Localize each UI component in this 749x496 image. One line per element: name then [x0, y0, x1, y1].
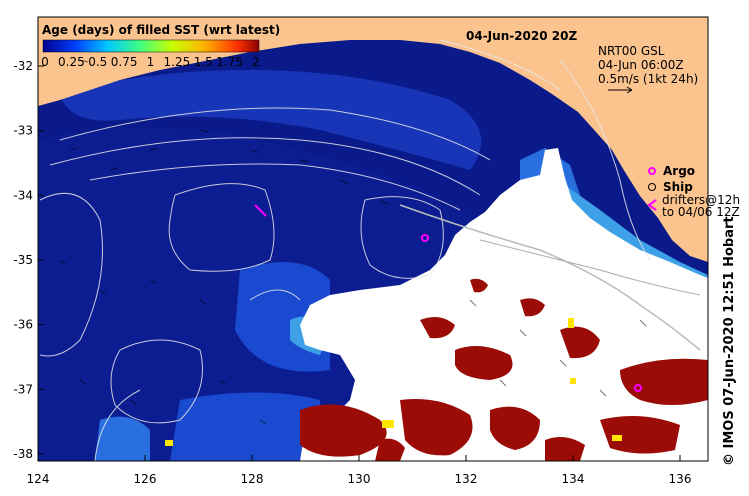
map-frame — [37, 16, 709, 462]
old-sst-patches — [300, 278, 708, 461]
colorbar-tick-label: 1 — [147, 55, 155, 69]
legend-argo: Argo — [663, 164, 695, 178]
colorbar-tick-label: 1.25 — [164, 55, 191, 69]
colorbar-tick-label: 0 — [41, 55, 49, 69]
legend-drifters-line1: drifters@12h — [662, 193, 740, 207]
colorbar-tick-label: 1.5 — [194, 55, 213, 69]
longitude-axis: 124 126 128 130 132 134 136 — [27, 455, 692, 486]
colorbar-tick-labels: 0 0.25 0.5 0.75 1 1.25 1.5 1.75 2 — [41, 55, 260, 69]
latitude-axis: -32 -33 -34 -35 -36 -37 -38 — [13, 59, 44, 461]
lon-tick-label: 124 — [27, 472, 50, 486]
lon-tick-label: 130 — [348, 472, 371, 486]
ssh-contours — [39, 39, 651, 461]
lon-tick-label: 136 — [669, 472, 692, 486]
lat-tick-label: -37 — [13, 382, 33, 396]
argo-legend-symbol — [648, 167, 656, 175]
ship-track — [399, 204, 701, 351]
current-ref-line3: 0.5m/s (1kt 24h) — [598, 72, 698, 86]
colorbar-tick-label: 0.25 — [58, 55, 85, 69]
colorbar — [42, 39, 260, 53]
lat-tick-label: -38 — [13, 447, 33, 461]
lat-tick-label: -36 — [13, 318, 33, 332]
current-ref-line2: 04-Jun 06:00Z — [598, 58, 684, 72]
lat-tick-label: -35 — [13, 253, 33, 267]
drifter-track — [254, 204, 267, 217]
current-arrows — [59, 47, 647, 425]
imos-credit: © IMOS 07-Jun-2020 12:51 Hobart — [722, 216, 737, 466]
lon-tick-label: 128 — [241, 472, 264, 486]
colorbar-tick-label: 0.75 — [111, 55, 138, 69]
australia-landmass — [38, 17, 708, 262]
cloud-mask — [300, 148, 708, 461]
shelf-water-patch — [60, 70, 482, 170]
legend: Argo Ship drifters@12h to 04/06 12Z — [647, 164, 740, 219]
legend-ship: Ship — [663, 180, 693, 194]
argo-float-marker — [634, 384, 642, 392]
lon-tick-label: 126 — [134, 472, 157, 486]
lat-tick-label: -32 — [13, 59, 33, 73]
lon-tick-label: 132 — [455, 472, 478, 486]
lat-tick-label: -34 — [13, 188, 33, 202]
colorbar-title: Age (days) of filled SST (wrt latest) — [42, 23, 280, 37]
lon-tick-label: 134 — [562, 472, 585, 486]
argo-float-marker — [421, 234, 429, 242]
ship-legend-symbol — [648, 183, 656, 191]
current-scale-arrow — [608, 86, 633, 94]
legend-drifters-line2: to 04/06 12Z — [662, 205, 740, 219]
drifter-legend-symbol — [647, 199, 657, 211]
current-ref-line1: NRT00 GSL — [598, 44, 665, 58]
colorbar-tick-label: 0.5 — [88, 55, 107, 69]
colorbar-tick-label: 1.75 — [216, 55, 243, 69]
date-label: 04-Jun-2020 20Z — [466, 29, 577, 43]
colorbar-tick-label: 2 — [252, 55, 260, 69]
lat-tick-label: -33 — [13, 124, 33, 138]
